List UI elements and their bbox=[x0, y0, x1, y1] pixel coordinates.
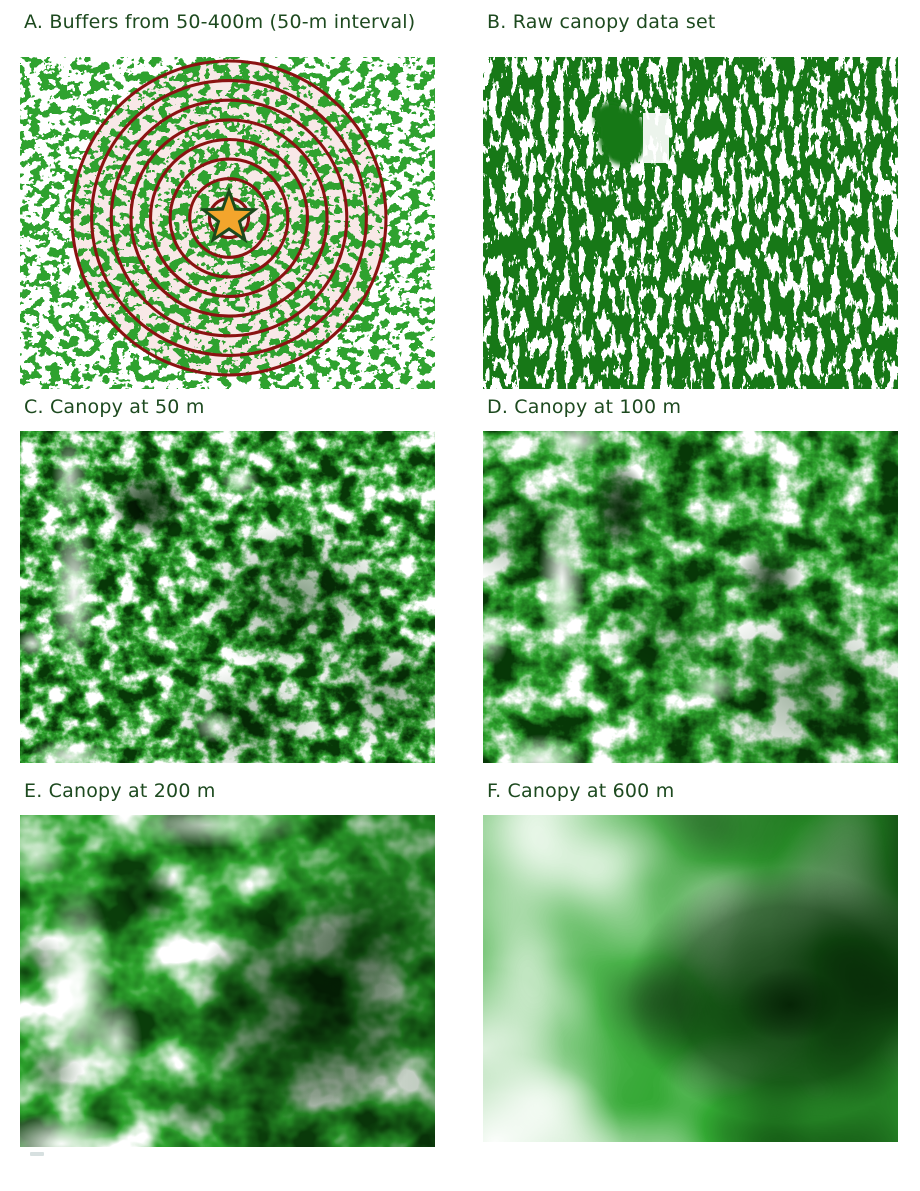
density-noise-100m bbox=[483, 431, 898, 763]
buffer-map-raster bbox=[20, 57, 435, 389]
panel-f-canopy-600m-map bbox=[483, 815, 898, 1142]
panel-b-raw-canopy-map bbox=[483, 57, 898, 389]
panel-d-title: D. Canopy at 100 m bbox=[487, 396, 682, 418]
density-noise-50m bbox=[20, 431, 435, 763]
raw-speckle-layer bbox=[483, 57, 898, 389]
panel-d-canopy-100m-map bbox=[483, 431, 898, 763]
dense-canopy-blob bbox=[594, 103, 647, 165]
panel-e-title: E. Canopy at 200 m bbox=[24, 780, 216, 802]
panel-c-title: C. Canopy at 50 m bbox=[24, 396, 205, 418]
canopy-clearing bbox=[643, 113, 669, 163]
raw-canopy-raster bbox=[483, 57, 898, 389]
panel-c-canopy-50m-map bbox=[20, 431, 435, 763]
density-noise-200m bbox=[20, 815, 435, 1147]
panel-e-canopy-200m-map bbox=[20, 815, 435, 1147]
density-noise-600m bbox=[483, 815, 898, 1142]
panel-a-buffer-map bbox=[20, 57, 435, 389]
panel-b-title: B. Raw canopy data set bbox=[487, 11, 716, 33]
buffer-rings bbox=[70, 59, 388, 377]
panel-a-title: A. Buffers from 50-400m (50-m interval) bbox=[24, 11, 416, 33]
star-marker-icon bbox=[199, 186, 259, 244]
panel-f-title: F. Canopy at 600 m bbox=[487, 780, 675, 802]
corner-artifact bbox=[30, 1152, 44, 1156]
